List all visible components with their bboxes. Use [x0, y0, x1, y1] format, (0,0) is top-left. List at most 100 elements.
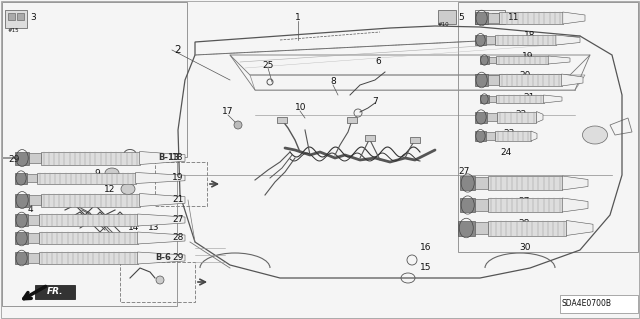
Polygon shape: [531, 131, 537, 141]
Text: 27: 27: [172, 216, 184, 225]
Bar: [15, 252, 28, 264]
Ellipse shape: [582, 126, 607, 144]
Bar: [15, 173, 27, 183]
Text: 28: 28: [172, 234, 184, 242]
Bar: [475, 74, 488, 86]
Bar: [495, 35, 556, 45]
Bar: [488, 176, 563, 190]
Text: 17: 17: [222, 108, 234, 116]
Bar: [560, 295, 638, 313]
Bar: [496, 95, 543, 103]
Bar: [29, 195, 41, 205]
Text: 25: 25: [262, 61, 273, 70]
Text: 12: 12: [104, 184, 115, 194]
Text: B-13: B-13: [158, 153, 180, 162]
Bar: [458, 220, 474, 235]
Polygon shape: [563, 198, 588, 212]
Bar: [29, 153, 41, 163]
Bar: [2, 158, 177, 306]
Bar: [489, 96, 496, 102]
Bar: [492, 13, 501, 21]
Polygon shape: [556, 35, 580, 45]
Text: 29: 29: [172, 254, 184, 263]
Bar: [499, 74, 562, 86]
Polygon shape: [140, 152, 185, 165]
Text: FR.: FR.: [47, 287, 63, 296]
Text: 21: 21: [172, 196, 184, 204]
Text: 27: 27: [518, 197, 530, 206]
Bar: [410, 137, 420, 143]
Text: B-6: B-6: [155, 253, 171, 262]
Bar: [497, 112, 536, 122]
Text: 11: 11: [508, 12, 520, 21]
Bar: [347, 117, 357, 123]
Bar: [39, 214, 138, 226]
Bar: [41, 194, 140, 206]
Bar: [488, 75, 499, 85]
Polygon shape: [136, 173, 185, 183]
Text: 22: 22: [515, 110, 527, 119]
Text: 15: 15: [420, 263, 431, 272]
Bar: [35, 285, 75, 299]
Polygon shape: [562, 74, 583, 86]
Bar: [39, 232, 138, 244]
Bar: [475, 12, 488, 24]
Bar: [487, 113, 497, 122]
Polygon shape: [566, 220, 593, 235]
Bar: [120, 262, 195, 302]
Bar: [28, 233, 39, 243]
Bar: [155, 162, 207, 206]
Text: 8: 8: [330, 78, 336, 86]
Text: 18: 18: [172, 153, 184, 162]
Text: 26: 26: [112, 153, 124, 162]
Bar: [475, 112, 487, 122]
Bar: [28, 253, 39, 263]
Bar: [475, 131, 486, 141]
Text: 19: 19: [522, 52, 533, 61]
Text: 2: 2: [174, 45, 180, 55]
Bar: [476, 199, 488, 211]
Text: 6: 6: [375, 57, 381, 66]
Text: 1: 1: [295, 13, 301, 23]
Bar: [480, 56, 489, 64]
Bar: [480, 95, 489, 103]
Polygon shape: [563, 176, 588, 190]
Text: 24: 24: [500, 148, 511, 157]
Bar: [460, 176, 476, 190]
Bar: [488, 220, 566, 235]
Text: 27: 27: [458, 167, 469, 176]
Text: 16: 16: [420, 243, 431, 253]
Bar: [474, 222, 488, 234]
Bar: [499, 12, 563, 24]
Polygon shape: [138, 252, 185, 264]
Text: 30: 30: [520, 242, 531, 251]
Bar: [476, 177, 488, 189]
Polygon shape: [563, 12, 585, 24]
Bar: [15, 214, 28, 226]
Text: 19: 19: [172, 174, 184, 182]
Bar: [15, 194, 29, 206]
Text: 21: 21: [524, 93, 534, 102]
Bar: [5, 10, 27, 28]
Bar: [489, 57, 496, 63]
Bar: [475, 35, 486, 45]
Text: 29: 29: [8, 155, 19, 165]
Bar: [39, 252, 138, 264]
Bar: [486, 132, 495, 140]
Bar: [495, 131, 531, 141]
Ellipse shape: [105, 168, 119, 178]
Bar: [486, 36, 495, 44]
Bar: [365, 135, 375, 141]
Bar: [458, 2, 638, 252]
Text: 20: 20: [519, 71, 531, 80]
Text: 14: 14: [128, 224, 140, 233]
Bar: [37, 173, 136, 183]
Text: #15: #15: [8, 28, 20, 33]
Text: 3: 3: [30, 13, 36, 23]
Ellipse shape: [156, 276, 164, 284]
Polygon shape: [543, 95, 562, 103]
Polygon shape: [140, 194, 185, 206]
Bar: [475, 10, 505, 24]
Text: #10: #10: [438, 22, 450, 27]
Text: 4: 4: [28, 205, 34, 214]
